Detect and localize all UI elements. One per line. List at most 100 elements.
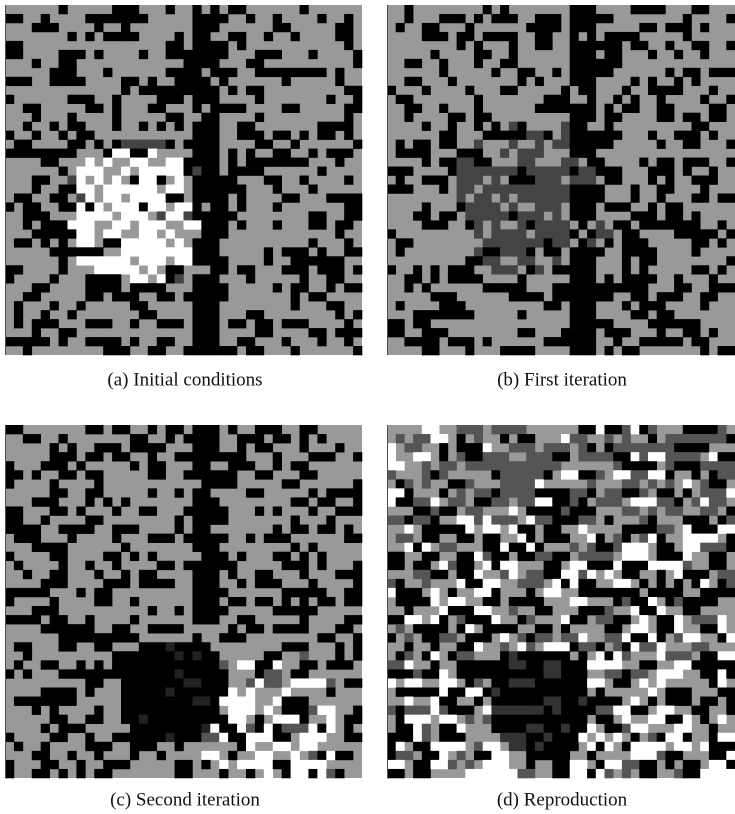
cell [631,211,640,220]
cell [14,425,23,434]
cell [5,588,14,597]
cell [76,184,94,193]
cell [291,497,309,506]
cell [422,552,431,561]
cell [175,122,184,131]
cell [210,122,219,131]
cell [237,41,246,50]
cell [439,158,457,167]
cell [210,5,219,14]
cell [465,660,474,669]
cell [518,660,527,669]
cell [121,706,130,715]
cell [94,597,112,606]
cell [121,651,130,660]
cell [201,534,210,543]
cell [387,678,396,687]
cell [291,265,309,274]
cell [175,706,184,715]
cell [587,193,605,202]
cell [657,86,666,95]
cell [605,570,614,579]
cell [431,506,440,515]
cell [709,86,718,95]
cell [23,122,32,131]
cell [344,176,353,185]
cell [709,167,718,176]
cell [41,229,59,238]
cell [94,23,103,32]
cell [175,247,193,256]
cell [139,506,157,515]
cell [465,506,483,515]
cell [570,346,588,355]
cell [14,506,23,515]
cell [255,724,264,733]
cell [561,229,570,238]
cell [192,697,201,706]
cell [692,525,710,534]
cell [500,131,509,140]
cell [282,588,300,597]
cell [622,633,631,642]
cell [5,425,14,434]
cell [474,14,483,23]
cell [32,751,41,760]
cell [578,452,596,461]
cell [192,706,201,715]
cell [465,769,474,778]
cell [491,202,500,211]
cell [130,319,139,328]
cell [103,184,112,193]
cell [605,516,614,525]
cell [483,561,492,570]
cell [665,525,674,534]
cell [326,516,335,525]
cell [631,733,640,742]
cell [273,283,282,292]
cell [544,715,553,724]
cell [509,176,518,185]
cell-grid [387,5,735,355]
cell [657,706,675,715]
cell [291,461,300,470]
cell [613,220,631,229]
cell [273,23,282,32]
cell [291,292,300,301]
cell [85,274,103,283]
cell [665,434,674,443]
cell [431,697,440,706]
cell [139,283,148,292]
cell [665,561,683,570]
cell [273,742,291,751]
cell [544,95,553,104]
cell [631,742,640,751]
cell [317,678,326,687]
cell [41,579,50,588]
cell [439,715,457,724]
cell [14,561,23,570]
cell [192,497,201,506]
cell [94,202,103,211]
cell [526,247,535,256]
cell [422,669,440,678]
cell [552,769,570,778]
cell [596,769,605,778]
cell [50,122,59,131]
cell [570,23,579,32]
cell [192,425,201,434]
cell [404,715,413,724]
cell [665,479,674,488]
cell [544,443,553,452]
cell [570,678,588,687]
cell [457,561,475,570]
cell [526,724,544,733]
cell [448,274,457,283]
cell [326,149,344,158]
cell [683,479,692,488]
cell [335,220,353,229]
cell [509,211,518,220]
cell [596,706,605,715]
cell [157,579,175,588]
cell [726,140,735,149]
